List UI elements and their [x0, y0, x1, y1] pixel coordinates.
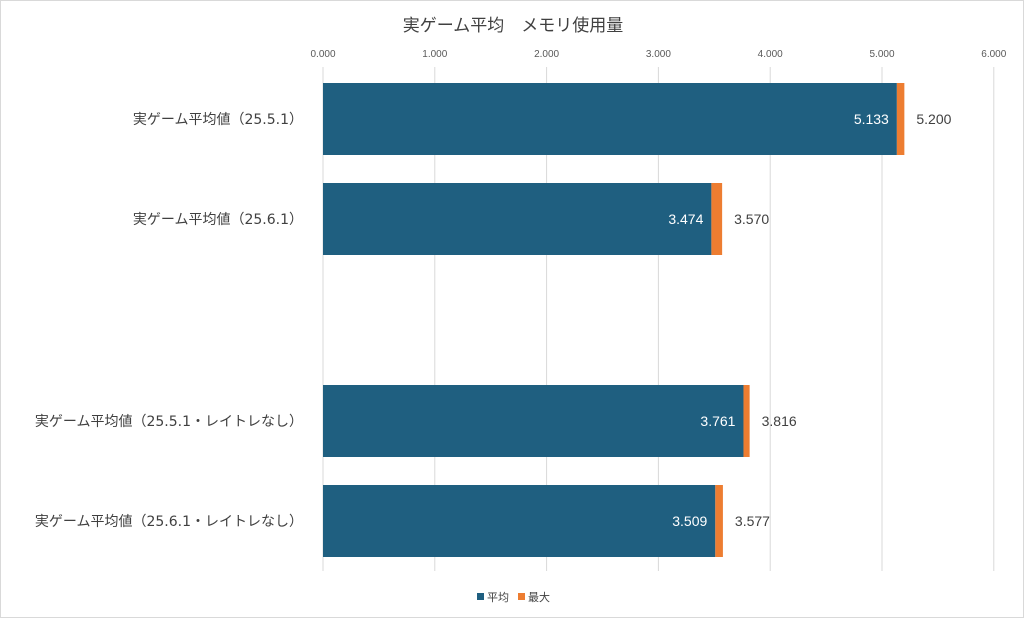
bars: [323, 83, 905, 557]
bar-maximum: [715, 485, 723, 557]
bar-average: [323, 183, 712, 255]
data-label-average: 3.474: [668, 211, 703, 227]
chart-title: 実ゲーム平均 メモリ使用量: [403, 15, 624, 36]
data-label-maximum: 3.816: [762, 413, 797, 429]
category-label: 実ゲーム平均値（25.5.1）: [133, 112, 303, 128]
bar-maximum: [711, 183, 723, 255]
bar-maximum: [896, 83, 905, 155]
legend-item: 平均: [477, 591, 509, 604]
x-tick-label: 3.000: [646, 49, 671, 60]
x-tick-label: 6.000: [981, 49, 1006, 60]
bar-maximum: [743, 385, 750, 457]
x-axis-ticks: 0.000 1.000 2.000 3.000 4.000 5.000 6.000: [310, 49, 1006, 60]
legend-swatch: [477, 593, 484, 600]
category-label: 実ゲーム平均値（25.5.1・レイトレなし）: [35, 414, 303, 430]
data-label-maximum: 3.577: [735, 513, 770, 529]
bar-average: [323, 83, 897, 155]
legend-label: 平均: [487, 591, 509, 604]
legend: 平均 最大: [477, 590, 550, 604]
data-labels: 5.133 5.200 3.474 3.570 3.761 3.816 3.509 3.577: [668, 111, 951, 529]
data-label-maximum: 3.570: [734, 211, 769, 227]
legend-item: 最大: [518, 590, 550, 604]
x-tick-label: 1.000: [422, 49, 447, 60]
bar-average: [323, 485, 716, 557]
x-tick-label: 2.000: [534, 49, 559, 60]
data-label-average: 5.133: [854, 111, 889, 127]
legend-label: 最大: [528, 590, 550, 604]
category-label: 実ゲーム平均値（25.6.1）: [133, 212, 303, 228]
data-label-average: 3.761: [700, 413, 735, 429]
legend-swatch: [518, 593, 525, 600]
category-labels: 実ゲーム平均値（25.5.1） 実ゲーム平均値（25.6.1） 実ゲーム平均値（25…: [35, 112, 303, 530]
x-tick-label: 0.000: [310, 49, 335, 60]
category-label: 実ゲーム平均値（25.6.1・レイトレなし）: [35, 514, 303, 530]
x-tick-label: 4.000: [758, 49, 783, 60]
bar-average: [323, 385, 744, 457]
data-label-average: 3.509: [672, 513, 707, 529]
x-tick-label: 5.000: [869, 49, 894, 60]
data-label-maximum: 5.200: [916, 111, 951, 127]
